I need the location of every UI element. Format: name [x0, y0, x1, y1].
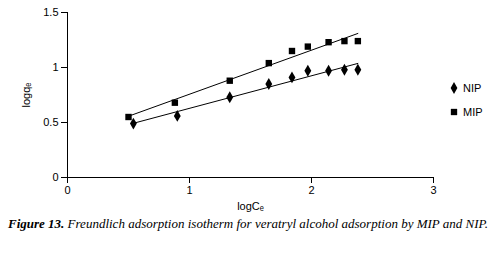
svg-text:logqₑ: logqₑ	[20, 83, 32, 108]
svg-text:logCₑ: logCₑ	[237, 200, 264, 212]
html-text:Figure 13. Freundlich adsorpti: Figure 13. Freundlich adsorption isother…	[8, 216, 488, 231]
svg-text:1: 1	[52, 61, 58, 73]
html-text:MIP: MIP	[463, 106, 483, 118]
svg-text:3: 3	[430, 184, 436, 196]
svg-text:1: 1	[186, 184, 192, 196]
html-text:NIP: NIP	[463, 82, 482, 94]
svg-text:0.5: 0.5	[43, 116, 58, 128]
svg-text:2: 2	[308, 184, 314, 196]
svg-text:0: 0	[52, 171, 58, 183]
svg-text:1.5: 1.5	[43, 6, 58, 18]
svg-text:0: 0	[64, 184, 70, 196]
